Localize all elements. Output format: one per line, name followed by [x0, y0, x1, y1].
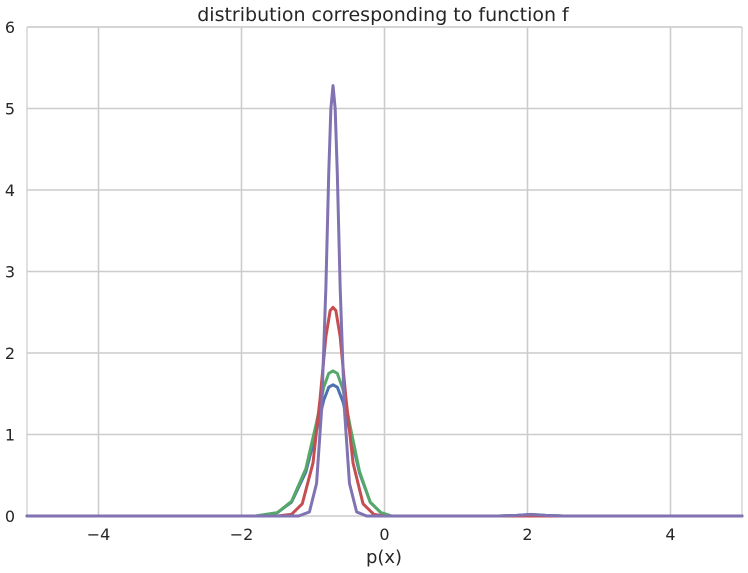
y-axis-ticks: 0 1 2 3 4 5 6	[5, 18, 15, 526]
x-tick-label: 2	[522, 525, 532, 544]
y-tick-label: 6	[5, 18, 15, 37]
grid	[27, 26, 742, 517]
x-tick-label: −2	[230, 525, 254, 544]
series-layer	[25, 84, 744, 518]
y-tick-label: 5	[5, 100, 15, 119]
y-tick-label: 1	[5, 426, 15, 445]
x-tick-label: 4	[665, 525, 675, 544]
y-tick-label: 4	[5, 181, 15, 200]
x-tick-label: 0	[379, 525, 389, 544]
chart-title: distribution corresponding to function f	[197, 4, 570, 26]
y-tick-label: 3	[5, 263, 15, 282]
series-line-3	[25, 305, 744, 518]
x-tick-label: −4	[87, 525, 111, 544]
x-axis-label: p(x)	[366, 547, 402, 568]
y-tick-label: 0	[5, 507, 15, 526]
plot-frame	[26, 26, 743, 516]
y-tick-label: 2	[5, 344, 15, 363]
series-line-4	[25, 84, 744, 518]
x-axis-ticks: −4 −2 0 2 4	[87, 525, 676, 544]
